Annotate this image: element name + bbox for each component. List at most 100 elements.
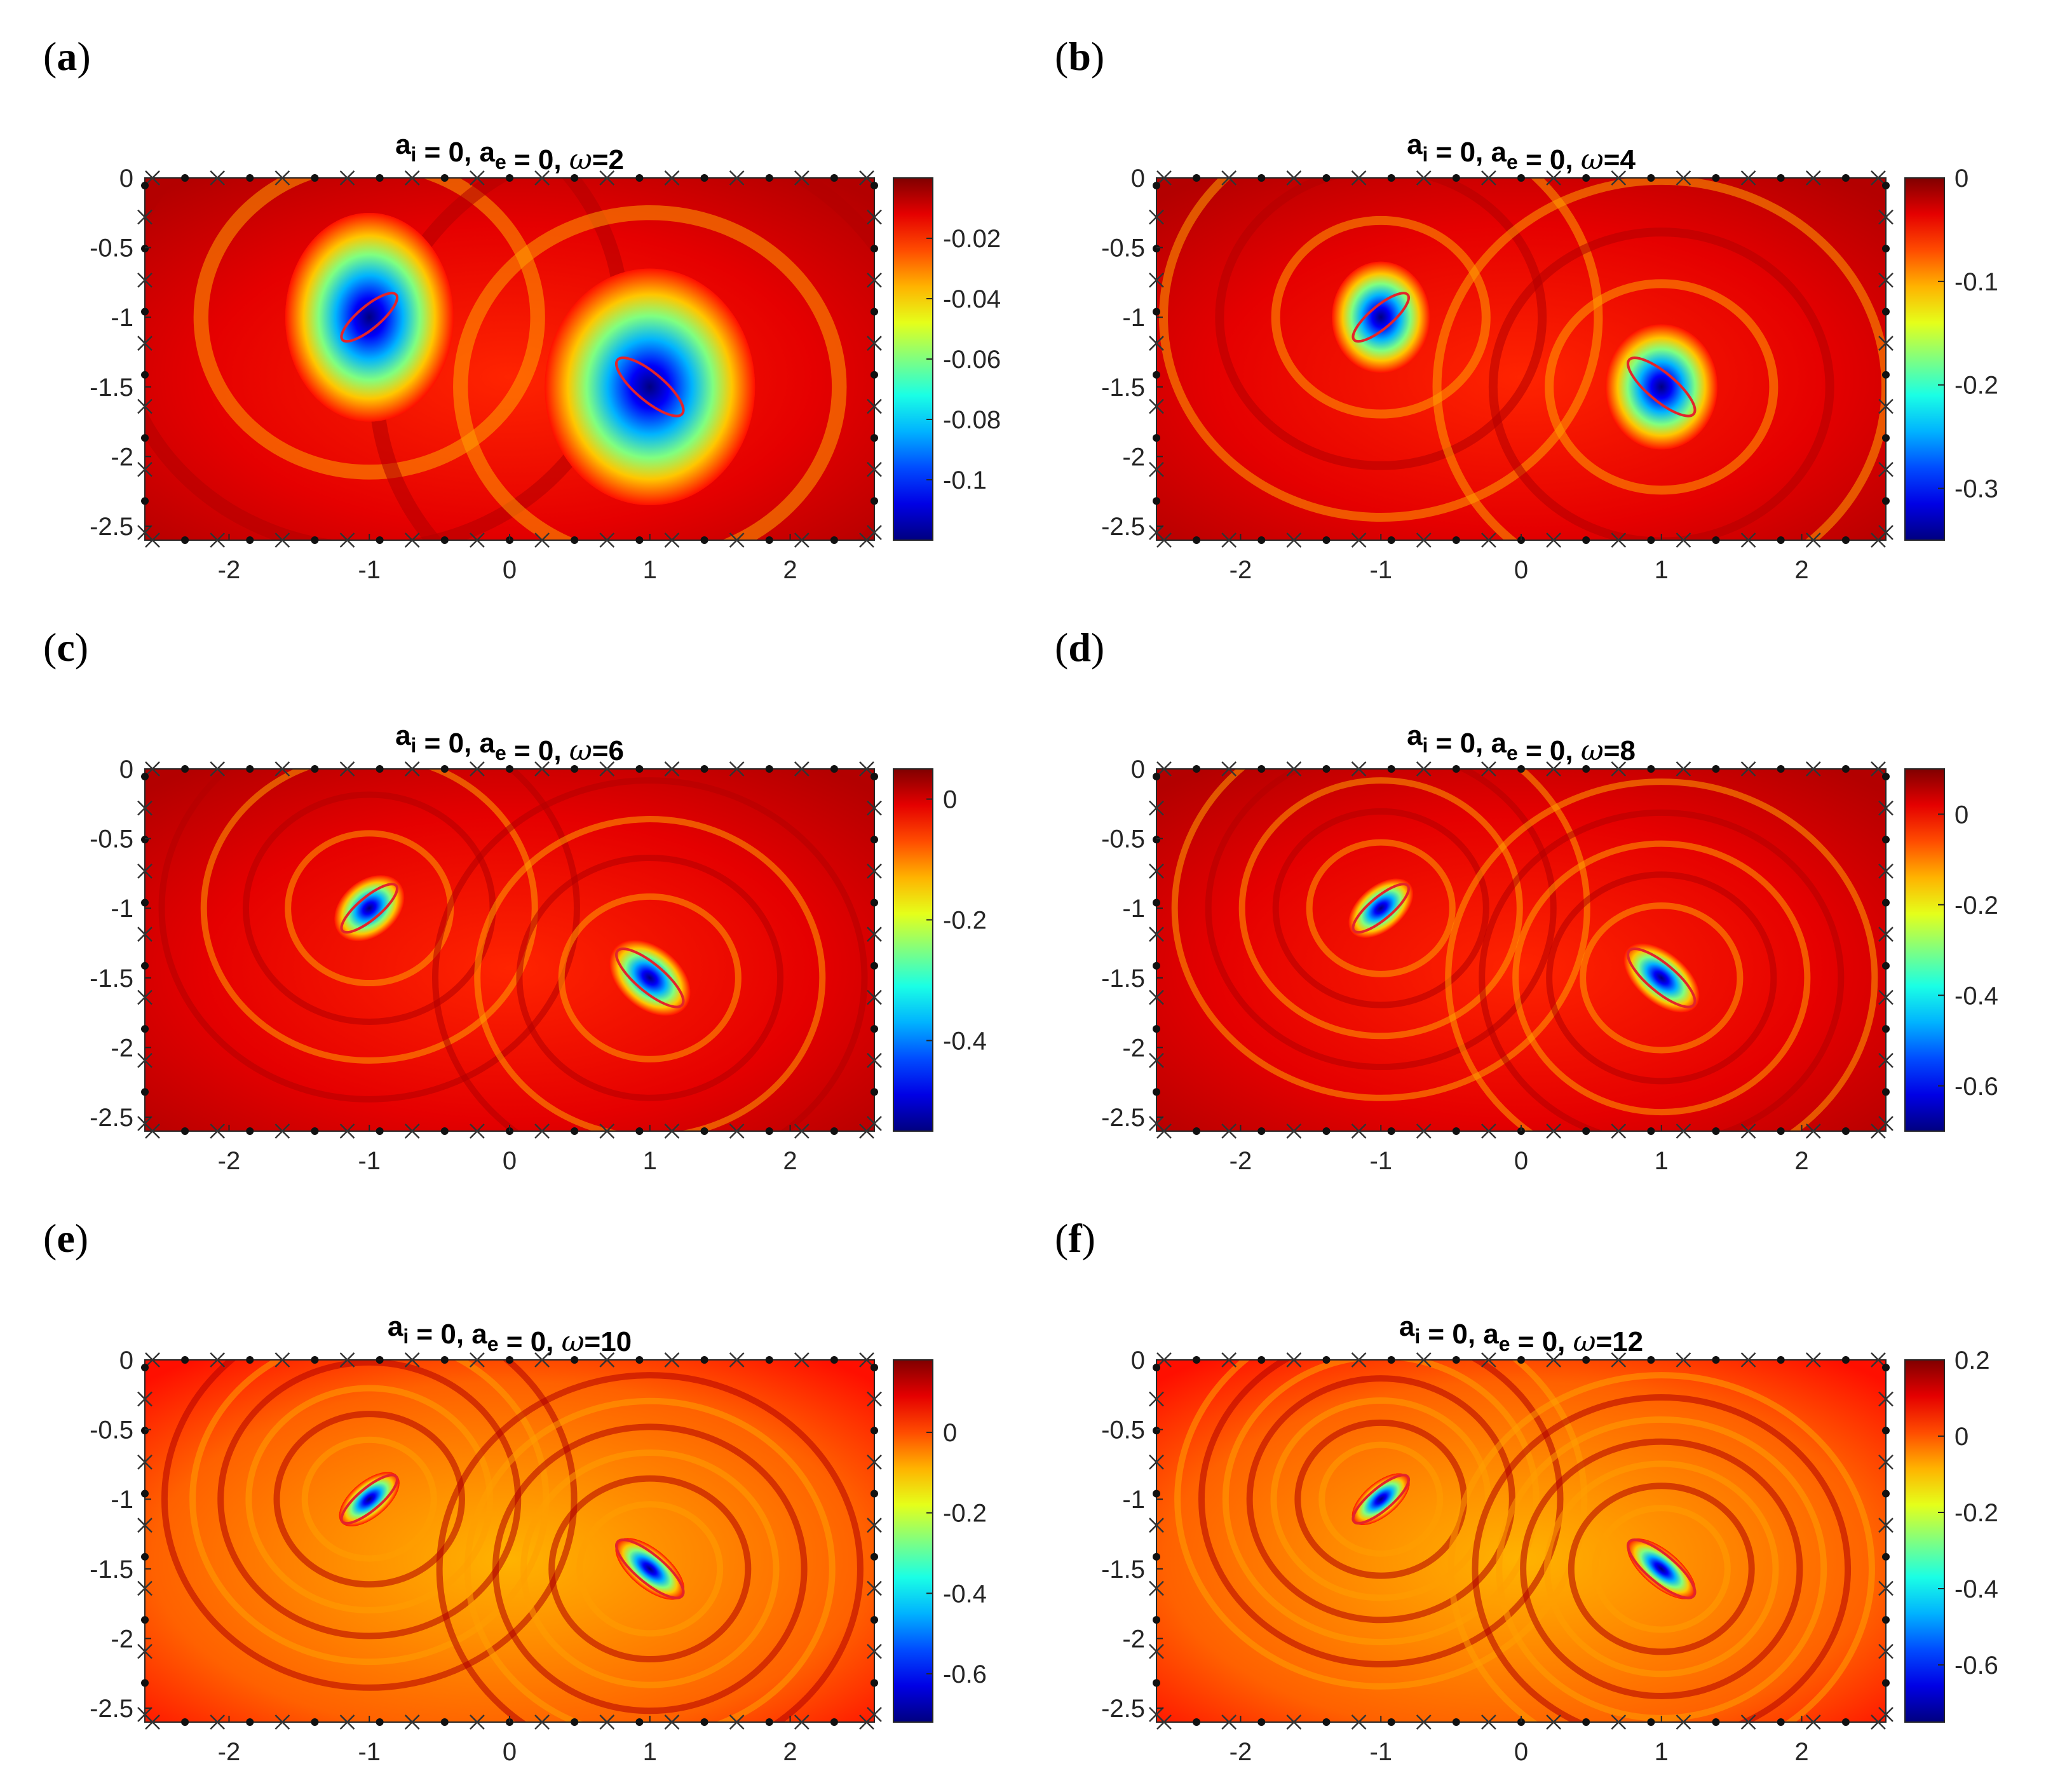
boundary-dot <box>871 1427 878 1435</box>
boundary-dot <box>700 174 708 182</box>
inclusion-well <box>1623 943 1700 1013</box>
boundary-cross <box>1221 1123 1237 1139</box>
boundary-dot <box>141 1490 149 1498</box>
boundary-dot <box>1322 1356 1331 1364</box>
colorbar-tick-label: -0.4 <box>943 1580 987 1608</box>
ripple-ring <box>1512 840 1811 1116</box>
boundary-dot <box>141 182 149 189</box>
boundary-cross <box>1481 1123 1496 1139</box>
x-tick-label: 0 <box>1514 1147 1528 1175</box>
boundary-cross <box>137 1116 152 1131</box>
boundary-cross <box>1351 1714 1367 1730</box>
panel-title: ai = 0, ae = 0, ω=12 <box>1399 1311 1643 1358</box>
ripple-ring <box>1198 1360 1564 1667</box>
boundary-dot <box>1777 765 1785 773</box>
boundary-cross <box>1878 1391 1894 1407</box>
boundary-dot <box>1257 174 1266 182</box>
colorbar-tick-label: -0.6 <box>1955 1652 1998 1680</box>
boundary-cross <box>867 989 882 1005</box>
boundary-cross <box>664 1123 680 1139</box>
boundary-cross <box>274 533 290 548</box>
boundary-cross <box>1546 170 1561 186</box>
panel-letter: (c) <box>43 625 88 670</box>
boundary-dot <box>1452 1718 1460 1726</box>
inclusion-well <box>615 1538 685 1600</box>
boundary-dot <box>1841 1356 1850 1364</box>
boundary-cross <box>1878 1580 1894 1596</box>
boundary-dot <box>246 1356 254 1364</box>
boundary-cross <box>210 1123 226 1139</box>
boundary-dot <box>181 536 189 544</box>
boundary-cross <box>867 864 882 879</box>
boundary-cross <box>1611 1352 1627 1368</box>
boundary-dot <box>871 836 878 844</box>
y-tick-label: -1 <box>1122 1486 1145 1514</box>
boundary-dot <box>871 497 878 505</box>
colorbar-tick-label: 0 <box>1955 165 1968 193</box>
panel-title: ai = 0, ae = 0, ω=10 <box>388 1311 632 1358</box>
boundary-dot <box>1193 1718 1201 1726</box>
boundary-cross <box>867 1643 882 1659</box>
boundary-dot <box>1882 308 1890 316</box>
x-tick-label: -1 <box>1369 1147 1392 1175</box>
boundary-cross <box>794 1714 810 1730</box>
x-tick-label: -1 <box>1369 556 1392 584</box>
boundary-dot <box>765 765 773 773</box>
boundary-cross <box>1351 1352 1367 1368</box>
x-tick-label: -2 <box>1230 1738 1252 1766</box>
boundary-dot <box>1882 1427 1890 1435</box>
boundary-dot <box>311 765 319 773</box>
ripple-ring <box>1546 871 1777 1085</box>
x-tick-label: 2 <box>783 1738 797 1766</box>
boundary-dot <box>376 1718 384 1726</box>
boundary-dot <box>1322 765 1331 773</box>
boundary-dot <box>1841 174 1850 182</box>
y-tick-label: -2.5 <box>1101 1104 1145 1132</box>
boundary-cross <box>859 761 874 777</box>
boundary-dot <box>1387 1718 1395 1726</box>
boundary-cross <box>274 170 290 186</box>
ripple-ring <box>1544 1460 1779 1678</box>
ripple-ring <box>464 1397 836 1722</box>
boundary-dot <box>1452 536 1460 544</box>
boundary-dot <box>1193 174 1201 182</box>
boundary-dot <box>1882 1025 1890 1033</box>
y-tick-label: -0.5 <box>90 825 133 853</box>
ripple-ring <box>516 854 784 1101</box>
colorbar <box>893 768 933 1132</box>
boundary-cross <box>137 1391 152 1407</box>
boundary-cross <box>1221 1352 1237 1368</box>
x-tick-label: 1 <box>643 1147 657 1175</box>
boundary-dot <box>1452 1127 1460 1135</box>
boundary-dot <box>141 434 149 442</box>
boundary-cross <box>534 170 550 186</box>
ripple-ring <box>161 1360 578 1691</box>
boundary-dot <box>246 1127 254 1135</box>
panel-letter: (a) <box>43 34 91 79</box>
colorbar-tick-label: -0.02 <box>943 225 1001 253</box>
boundary-cross <box>404 761 420 777</box>
boundary-cross <box>664 1714 680 1730</box>
boundary-dot <box>1647 1127 1655 1135</box>
boundary-cross <box>794 170 810 186</box>
inclusion-ellipse <box>340 292 398 343</box>
boundary-dot <box>141 308 149 316</box>
boundary-dot <box>1387 765 1395 773</box>
boundary-cross <box>1878 398 1894 414</box>
boundary-dot <box>1153 434 1160 442</box>
inclusion-well <box>1605 324 1718 450</box>
boundary-cross <box>1871 761 1886 777</box>
boundary-cross <box>1878 1052 1894 1068</box>
boundary-dot <box>635 1356 644 1364</box>
ripple-ring <box>453 205 847 540</box>
boundary-cross <box>1878 1643 1894 1659</box>
boundary-cross <box>1149 1391 1164 1407</box>
ripple-ring <box>1171 769 1590 1101</box>
boundary-dot <box>1517 174 1525 182</box>
y-tick-label: -2 <box>1122 1034 1145 1062</box>
boundary-cross <box>1676 761 1691 777</box>
boundary-cross <box>867 273 882 288</box>
boundary-dot <box>181 765 189 773</box>
boundary-dot <box>1387 174 1395 182</box>
boundary-cross <box>470 1714 485 1730</box>
